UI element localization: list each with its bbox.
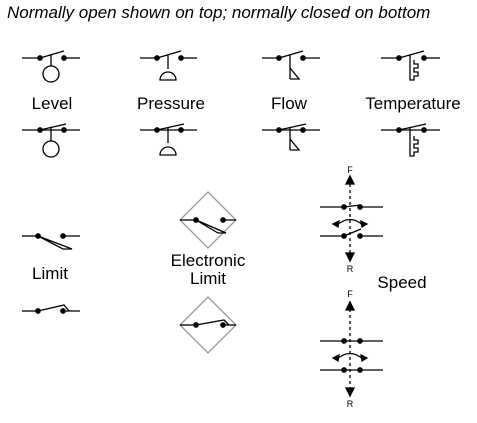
- electronic-limit-switch-normally-open: [179, 191, 237, 249]
- limit-actuator-icon: [37, 235, 73, 250]
- pressure-switch-normally-closed: [140, 123, 197, 156]
- limit-switch-normally-open: [22, 233, 80, 250]
- level-switch-normally-open: [22, 50, 80, 83]
- diamond-frame: [179, 296, 237, 354]
- speed-reverse-mark: R: [347, 399, 354, 409]
- speed-switch-normally-closed: [320, 300, 383, 398]
- diaphragm-icon: [159, 71, 177, 81]
- thermal-element-icon: [409, 136, 419, 157]
- label-temperature: Temperature: [365, 94, 461, 113]
- level-switch-normally-closed: [22, 123, 80, 158]
- limit-actuator-icon: [37, 304, 70, 312]
- float-icon: [42, 65, 60, 83]
- temperature-switch-normally-closed: [381, 123, 440, 157]
- speed-forward-mark: F: [347, 165, 353, 175]
- temperature-switch-normally-open: [381, 50, 440, 81]
- pressure-switch-normally-open: [140, 50, 197, 81]
- flow-switch-normally-closed: [262, 123, 320, 151]
- float-icon: [42, 140, 60, 158]
- flow-switch-normally-open: [262, 50, 320, 80]
- label-electronic-limit-line2: Limit: [190, 269, 226, 288]
- speed-switch-normally-open: [320, 174, 383, 263]
- label-level: Level: [31, 94, 73, 113]
- label-speed: Speed: [377, 273, 427, 292]
- electronic-limit-switch-normally-closed: [179, 296, 237, 354]
- label-electronic-limit: Electronic Limit: [160, 252, 256, 288]
- diaphragm-icon: [159, 146, 177, 156]
- speed-forward-mark: F: [347, 289, 353, 299]
- label-electronic-limit-line1: Electronic: [170, 251, 246, 270]
- paddle-icon: [289, 67, 301, 80]
- limit-switch-normally-closed: [22, 304, 80, 314]
- paddle-icon: [289, 138, 301, 151]
- diamond-frame: [179, 191, 237, 249]
- speed-reverse-mark: R: [347, 264, 354, 274]
- label-pressure: Pressure: [136, 94, 206, 113]
- diagram-caption: Normally open shown on top; normally clo…: [7, 3, 431, 22]
- label-limit: Limit: [32, 264, 68, 283]
- label-flow: Flow: [271, 94, 307, 113]
- thermal-element-icon: [409, 60, 419, 81]
